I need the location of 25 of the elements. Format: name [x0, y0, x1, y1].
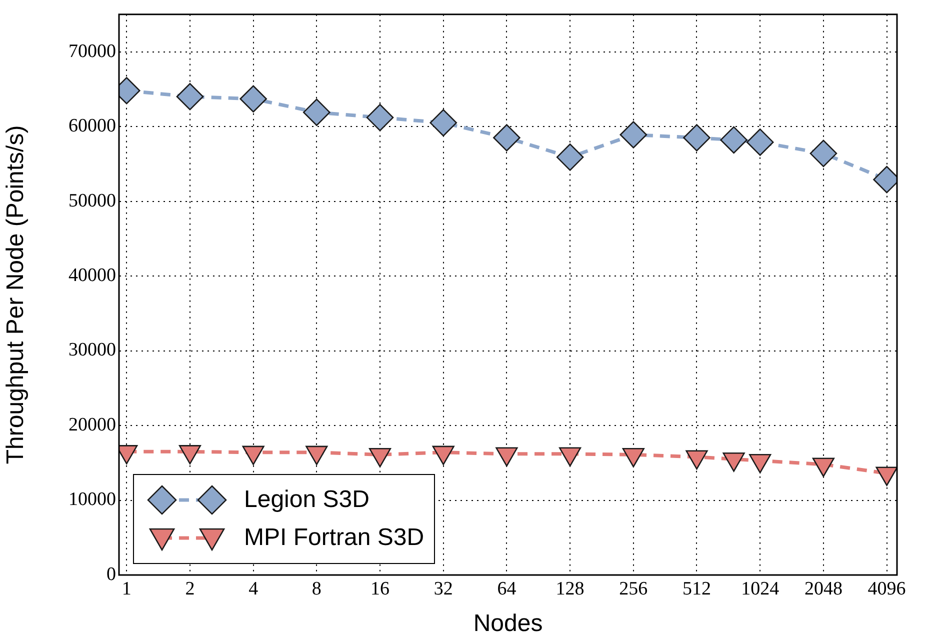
x-tick-label: 8 — [312, 578, 322, 600]
x-tick-label: 16 — [370, 578, 390, 600]
x-tick-label: 4 — [248, 578, 259, 600]
y-tick-label: 10000 — [68, 489, 116, 510]
x-tick-label: 1024 — [741, 578, 780, 600]
y-tick-label: 30000 — [68, 340, 116, 361]
y-tick-label: 70000 — [68, 40, 116, 62]
x-tick-label: 4096 — [868, 578, 906, 600]
x-tick-label: 1 — [122, 578, 132, 600]
y-tick-label: 0 — [106, 564, 116, 585]
legend-label: MPI Fortran S3D — [244, 524, 424, 552]
x-tick-label: 64 — [497, 578, 517, 600]
legend-label: Legion S3D — [244, 486, 370, 514]
x-tick-label: 128 — [556, 578, 584, 600]
x-tick-label: 32 — [434, 578, 453, 600]
x-axis-title: Nodes — [473, 610, 543, 638]
y-axis-title: Throughput Per Node (Points/s) — [2, 125, 30, 464]
x-tick-label: 512 — [682, 578, 711, 600]
y-tick-label: 50000 — [68, 190, 116, 212]
x-tick-label: 2048 — [804, 578, 842, 600]
x-tick-label: 2 — [185, 578, 195, 600]
x-tick-label: 256 — [619, 578, 648, 600]
y-tick-label: 40000 — [68, 265, 116, 286]
y-tick-label: 60000 — [68, 116, 116, 137]
y-tick-label: 20000 — [68, 414, 116, 436]
